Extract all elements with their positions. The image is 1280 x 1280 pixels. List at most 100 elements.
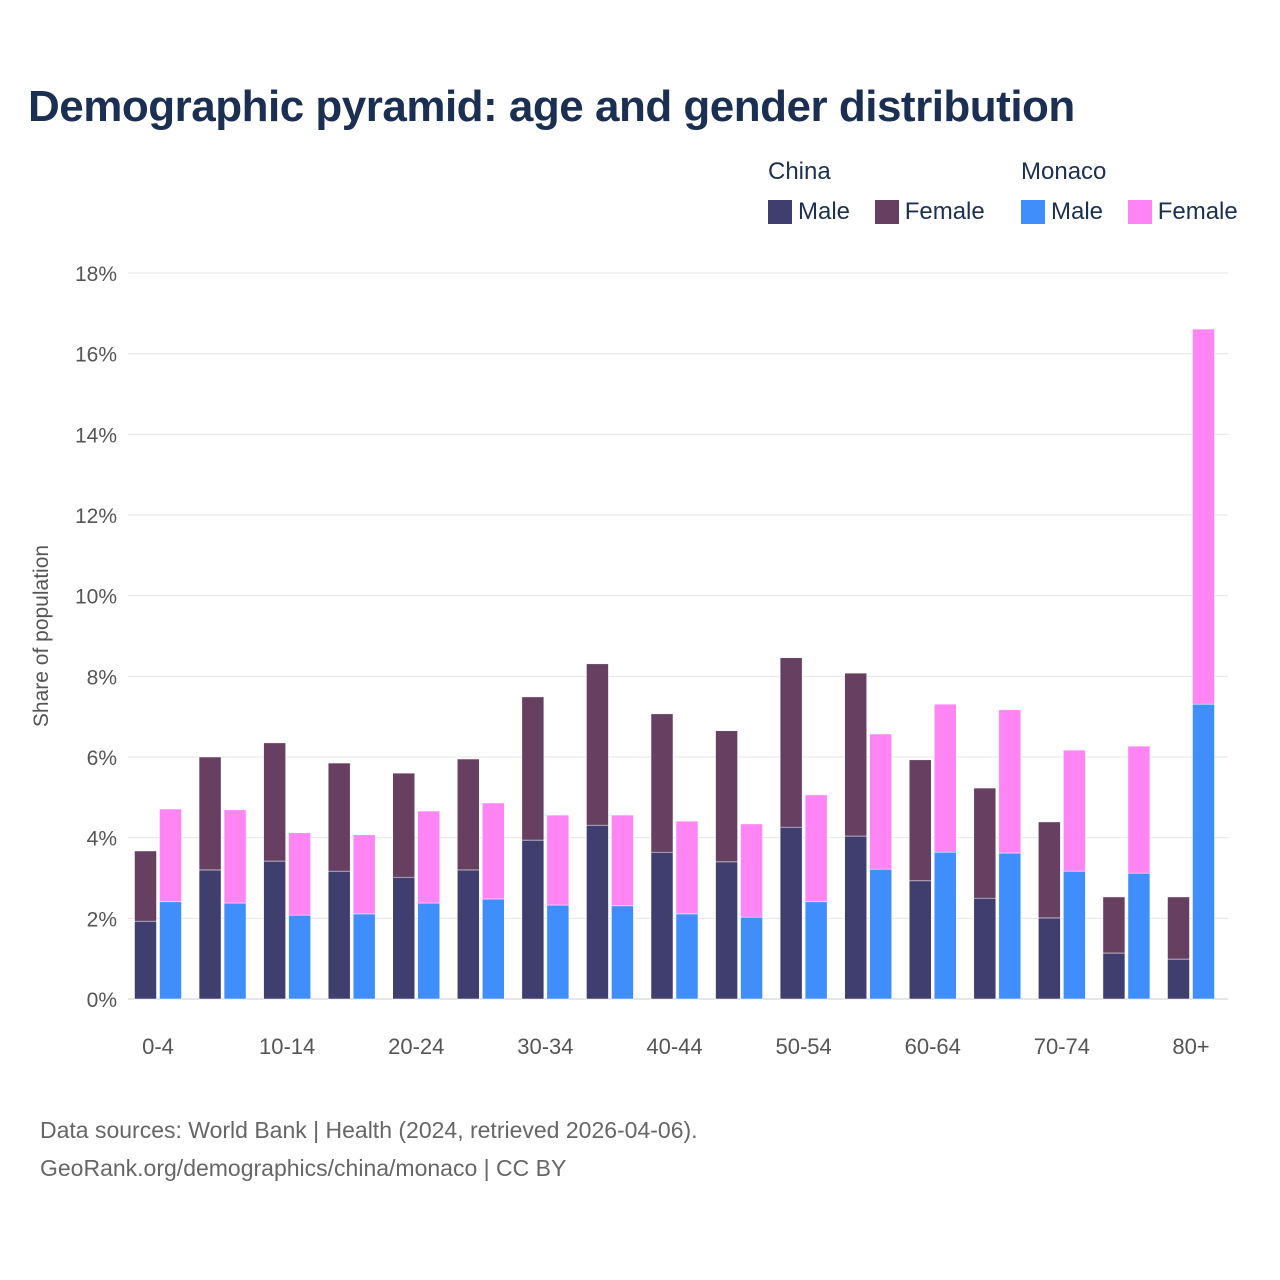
- bar-monaco-male-60-64: [934, 851, 957, 1000]
- bar-monaco-male-30-34: [546, 904, 570, 1000]
- bar-china-male-60-64: [909, 880, 932, 1000]
- y-tick-label: 6%: [87, 747, 117, 770]
- legend-item-china-female: Female: [874, 198, 985, 226]
- x-tick-label: 10-14: [259, 1034, 315, 1059]
- bar-monaco-female-45-49: [740, 823, 763, 918]
- bar-china-male-10-14: [263, 860, 286, 1000]
- y-tick-label: 18%: [75, 263, 117, 286]
- bar-monaco-female-5-9: [223, 809, 247, 904]
- bar-monaco-male-35-39: [611, 905, 634, 1000]
- y-tick-label: 16%: [75, 344, 117, 367]
- bar-china-female-0-4: [134, 850, 157, 922]
- bar-china-female-20-24: [392, 772, 415, 878]
- bar-monaco-male-50-54: [804, 901, 828, 1000]
- bar-monaco-female-20-24: [417, 810, 440, 904]
- bar-china-female-45-49: [715, 730, 738, 863]
- bar-china-female-15-19: [327, 762, 351, 872]
- y-tick-label: 0%: [87, 989, 117, 1012]
- source-line-2: GeoRank.org/demographics/china/monaco | …: [40, 1155, 567, 1181]
- y-tick-label: 14%: [75, 424, 117, 447]
- bar-monaco-female-70-74: [1063, 749, 1086, 872]
- bar-china-male-45-49: [715, 861, 738, 1000]
- bar-china-female-35-39: [586, 663, 609, 826]
- chart-title: Demographic pyramid: age and gender dist…: [28, 82, 1075, 131]
- bar-monaco-male-20-24: [417, 902, 440, 1000]
- bar-monaco-female-65-69: [998, 709, 1022, 854]
- bar-china-female-5-9: [198, 756, 222, 871]
- bar-monaco-female-30-34: [546, 814, 570, 906]
- x-tick-label: 30-34: [517, 1034, 573, 1059]
- bar-monaco-male-5-9: [223, 902, 247, 1000]
- bar-china-male-70-74: [1038, 917, 1061, 1000]
- legend-monaco: Monaco Male Female: [1021, 158, 1238, 231]
- bar-monaco-male-75-79: [1127, 872, 1151, 1000]
- bar-monaco-female-0-4: [159, 808, 182, 903]
- bar-monaco-male-45-49: [740, 916, 763, 1000]
- x-tick-label: 80+: [1172, 1034, 1209, 1059]
- y-tick-label: 12%: [75, 505, 117, 528]
- x-tick-label: 20-24: [388, 1034, 444, 1059]
- legend-group-name: China: [768, 158, 831, 185]
- bar-china-male-30-34: [521, 839, 545, 1000]
- legend-item-china-male: Male: [768, 198, 850, 226]
- bar-china-female-30-34: [521, 696, 545, 841]
- bar-china-male-15-19: [327, 870, 351, 1000]
- bar-monaco-male-10-14: [288, 914, 311, 1000]
- bar-china-male-50-54: [779, 826, 803, 1000]
- legend-group-name: Monaco: [1021, 158, 1107, 185]
- x-tick-label: 50-54: [775, 1034, 831, 1059]
- legend-swatch: [1021, 200, 1045, 224]
- bar-china-female-60-64: [909, 759, 932, 882]
- legend-item-monaco-male: Male: [1021, 198, 1103, 226]
- bar-monaco-female-35-39: [611, 814, 634, 907]
- bar-china-male-80+: [1167, 958, 1190, 1000]
- bar-monaco-male-70-74: [1063, 870, 1086, 1000]
- legend-item-monaco-female: Female: [1127, 198, 1238, 226]
- bar-china-female-70-74: [1038, 821, 1061, 919]
- legend-label: Male: [1051, 198, 1104, 225]
- y-tick-label: 10%: [75, 586, 117, 609]
- source-line-1: Data sources: World Bank | Health (2024,…: [40, 1117, 698, 1143]
- bar-china-male-40-44: [650, 851, 674, 1000]
- bar-monaco-female-60-64: [934, 703, 957, 853]
- bar-monaco-male-15-19: [352, 913, 376, 1000]
- bar-china-male-25-29: [457, 869, 480, 1000]
- legend-label: Female: [904, 198, 985, 225]
- bar-china-female-50-54: [779, 657, 803, 828]
- x-tick-label: 0-4: [142, 1034, 174, 1059]
- bar-china-female-10-14: [263, 742, 286, 862]
- bar-monaco-female-25-29: [482, 802, 505, 900]
- bar-monaco-male-0-4: [159, 901, 182, 1000]
- bar-monaco-female-50-54: [804, 794, 828, 903]
- bar-china-female-75-79: [1102, 896, 1126, 954]
- bar-china-male-75-79: [1102, 952, 1126, 1000]
- bar-monaco-male-25-29: [482, 898, 505, 1000]
- bar-china-male-35-39: [586, 824, 609, 1000]
- legend-label: Female: [1157, 198, 1238, 225]
- bar-china-female-55-59: [844, 672, 867, 837]
- bar-monaco-male-65-69: [998, 852, 1022, 1000]
- bar-china-male-0-4: [134, 920, 157, 1000]
- bar-monaco-female-15-19: [352, 834, 376, 915]
- bar-monaco-male-80+: [1192, 703, 1215, 1000]
- bar-monaco-male-55-59: [869, 868, 892, 1000]
- x-tick-label: 70-74: [1034, 1034, 1090, 1059]
- bar-china-female-65-69: [973, 787, 997, 899]
- bar-monaco-female-75-79: [1127, 745, 1151, 874]
- y-tick-label: 2%: [87, 908, 117, 931]
- bar-monaco-female-80+: [1192, 328, 1215, 705]
- legend-label: Male: [798, 198, 851, 225]
- bar-china-female-80+: [1167, 896, 1190, 960]
- bar-china-female-25-29: [457, 758, 480, 871]
- bar-china-male-65-69: [973, 897, 997, 1000]
- bar-monaco-female-55-59: [869, 733, 892, 870]
- bar-china-male-20-24: [392, 876, 415, 1000]
- x-tick-label: 40-44: [646, 1034, 702, 1059]
- x-tick-label: 60-64: [905, 1034, 961, 1059]
- legend-swatch: [874, 200, 899, 224]
- bar-china-female-40-44: [650, 713, 674, 853]
- bar-china-male-55-59: [844, 835, 867, 1000]
- bar-monaco-female-40-44: [675, 820, 699, 915]
- bar-monaco-male-40-44: [675, 913, 699, 1000]
